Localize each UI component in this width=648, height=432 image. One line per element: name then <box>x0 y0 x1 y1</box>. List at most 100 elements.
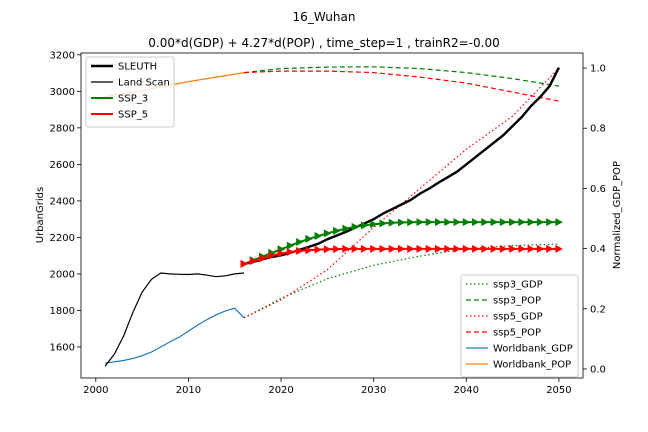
point-ssp-5 <box>481 244 489 253</box>
point-ssp-3 <box>379 219 387 228</box>
point-ssp-3 <box>444 218 452 227</box>
point-ssp-3 <box>286 241 295 250</box>
y-tick-label: 2400 <box>50 196 75 207</box>
point-ssp-5 <box>360 244 369 253</box>
y2-tick-label: 0.8 <box>590 124 606 135</box>
y-axis: 1600 1800 2000 2200 2400 2600 2800 3000 3200 <box>50 50 81 353</box>
point-ssp-3 <box>360 221 369 230</box>
point-ssp-5 <box>397 244 406 253</box>
legend-label-ssp5-gdp: ssp5_GDP <box>493 312 543 323</box>
point-ssp-5 <box>444 244 452 253</box>
series-line-worldbank-gdp <box>105 307 245 364</box>
series-line-ssp-3 <box>243 221 559 265</box>
y-axis-label: UrbanGrids <box>35 187 46 243</box>
point-ssp-5 <box>509 244 517 253</box>
point-ssp-3 <box>342 224 350 233</box>
point-ssp-5 <box>388 244 397 253</box>
chart-title: 0.00*d(GDP) + 4.27*d(POP) , time_step=1 … <box>148 36 499 50</box>
point-ssp-5 <box>407 244 415 253</box>
point-ssp-5 <box>277 249 286 258</box>
y2-tick-label: 0.2 <box>590 304 606 315</box>
point-ssp-3 <box>518 218 526 227</box>
y2-tick-label: 0.4 <box>590 244 606 255</box>
y-tick-label: 1600 <box>50 342 75 353</box>
plot-area <box>104 66 563 367</box>
x-axis: 2000 2010 2020 2030 2040 2050 <box>83 378 572 396</box>
point-ssp-5 <box>379 244 387 253</box>
point-ssp-3 <box>453 218 462 227</box>
point-ssp-3 <box>323 229 332 238</box>
point-ssp-5 <box>323 245 332 254</box>
y2-tick-label: 0.0 <box>590 364 606 375</box>
y-tick-label: 2200 <box>50 233 75 244</box>
point-ssp-5 <box>314 245 323 254</box>
point-ssp-3 <box>481 218 489 227</box>
point-ssp-5 <box>555 244 563 253</box>
point-ssp-5 <box>472 244 480 253</box>
point-ssp-3 <box>388 218 397 227</box>
legend-label-worldbank-pop: Worldbank_POP <box>493 360 571 371</box>
point-ssp-3 <box>527 218 536 227</box>
point-ssp-5 <box>296 246 304 255</box>
point-ssp-3 <box>490 218 499 227</box>
point-ssp-3 <box>314 231 323 240</box>
chart-suptitle: 16_Wuhan <box>293 10 356 24</box>
point-ssp-5 <box>527 244 536 253</box>
point-ssp-5 <box>342 244 350 253</box>
y-tick-label: 2600 <box>50 160 75 171</box>
series-line-land-scan <box>104 272 245 367</box>
point-ssp-3 <box>425 218 434 227</box>
y-tick-label: 2800 <box>50 123 75 134</box>
point-ssp-3 <box>416 218 424 227</box>
y2-axis: 0.0 0.2 0.4 0.6 0.8 1.0 <box>583 64 606 375</box>
point-ssp-5 <box>305 246 313 255</box>
x-tick-label: 2030 <box>361 385 386 396</box>
y-tick-label: 2000 <box>50 269 75 280</box>
legend-label-ssp3-gdp: ssp3_GDP <box>493 280 543 291</box>
point-ssp-5 <box>240 259 249 268</box>
legend-box <box>85 56 175 128</box>
point-ssp-5 <box>259 254 267 263</box>
y2-tick-label: 1.0 <box>590 64 606 75</box>
y-tick-label: 3000 <box>50 87 75 98</box>
legend-label-ssp-3: SSP_3 <box>118 94 148 105</box>
x-tick-label: 2020 <box>268 385 293 396</box>
point-ssp-3 <box>296 237 304 246</box>
point-ssp-5 <box>499 244 508 253</box>
point-ssp-5 <box>351 244 360 253</box>
plot-frame <box>80 52 584 379</box>
point-ssp-5 <box>435 244 443 253</box>
series-line-ssp3-gdp <box>243 243 559 319</box>
point-ssp-5 <box>546 244 554 253</box>
point-ssp-3 <box>397 218 406 227</box>
point-ssp-3 <box>435 218 443 227</box>
series-line-sleuth <box>243 67 560 266</box>
point-ssp-5 <box>462 244 471 253</box>
x-tick-label: 2010 <box>176 385 201 396</box>
point-ssp-3 <box>546 218 554 227</box>
y-tick-label: 1800 <box>50 306 75 317</box>
legend-label-land-scan: Land Scan <box>118 78 170 89</box>
x-tick-label: 2000 <box>83 385 108 396</box>
point-ssp-5 <box>490 244 499 253</box>
y-tick-label: 3200 <box>50 50 75 61</box>
point-ssp-5 <box>453 244 462 253</box>
x-tick-label: 2040 <box>454 385 479 396</box>
point-ssp-5 <box>425 244 434 253</box>
point-ssp-5 <box>286 248 295 257</box>
point-ssp-5 <box>249 257 258 266</box>
series-line-ssp5-pop <box>243 70 560 102</box>
x-tick-label: 2050 <box>546 385 571 396</box>
legend-box <box>460 274 579 378</box>
point-ssp-3 <box>499 218 508 227</box>
point-ssp-3 <box>333 226 341 235</box>
legend-label-worldbank-gdp: Worldbank_GDP <box>493 344 573 355</box>
point-ssp-3 <box>370 220 378 229</box>
point-ssp-3 <box>407 218 415 227</box>
legend-left: SLEUTH Land Scan SSP_3 SSP_5 <box>85 56 175 128</box>
point-ssp-3 <box>351 222 360 231</box>
point-ssp-3 <box>472 218 480 227</box>
series-line-ssp3-pop <box>243 66 559 87</box>
point-ssp-5 <box>333 245 341 254</box>
